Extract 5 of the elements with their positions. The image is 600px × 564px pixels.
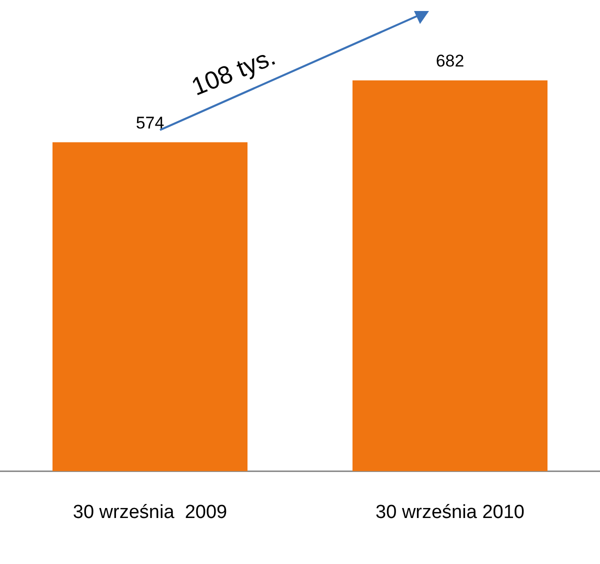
data-label: 574: [136, 113, 164, 132]
x-tick-label: 30 września 2009: [72, 502, 228, 523]
data-label: 682: [436, 52, 464, 71]
x-tick-label: 30 września 2010: [376, 502, 524, 523]
annotation: 108 tys.: [188, 42, 280, 102]
